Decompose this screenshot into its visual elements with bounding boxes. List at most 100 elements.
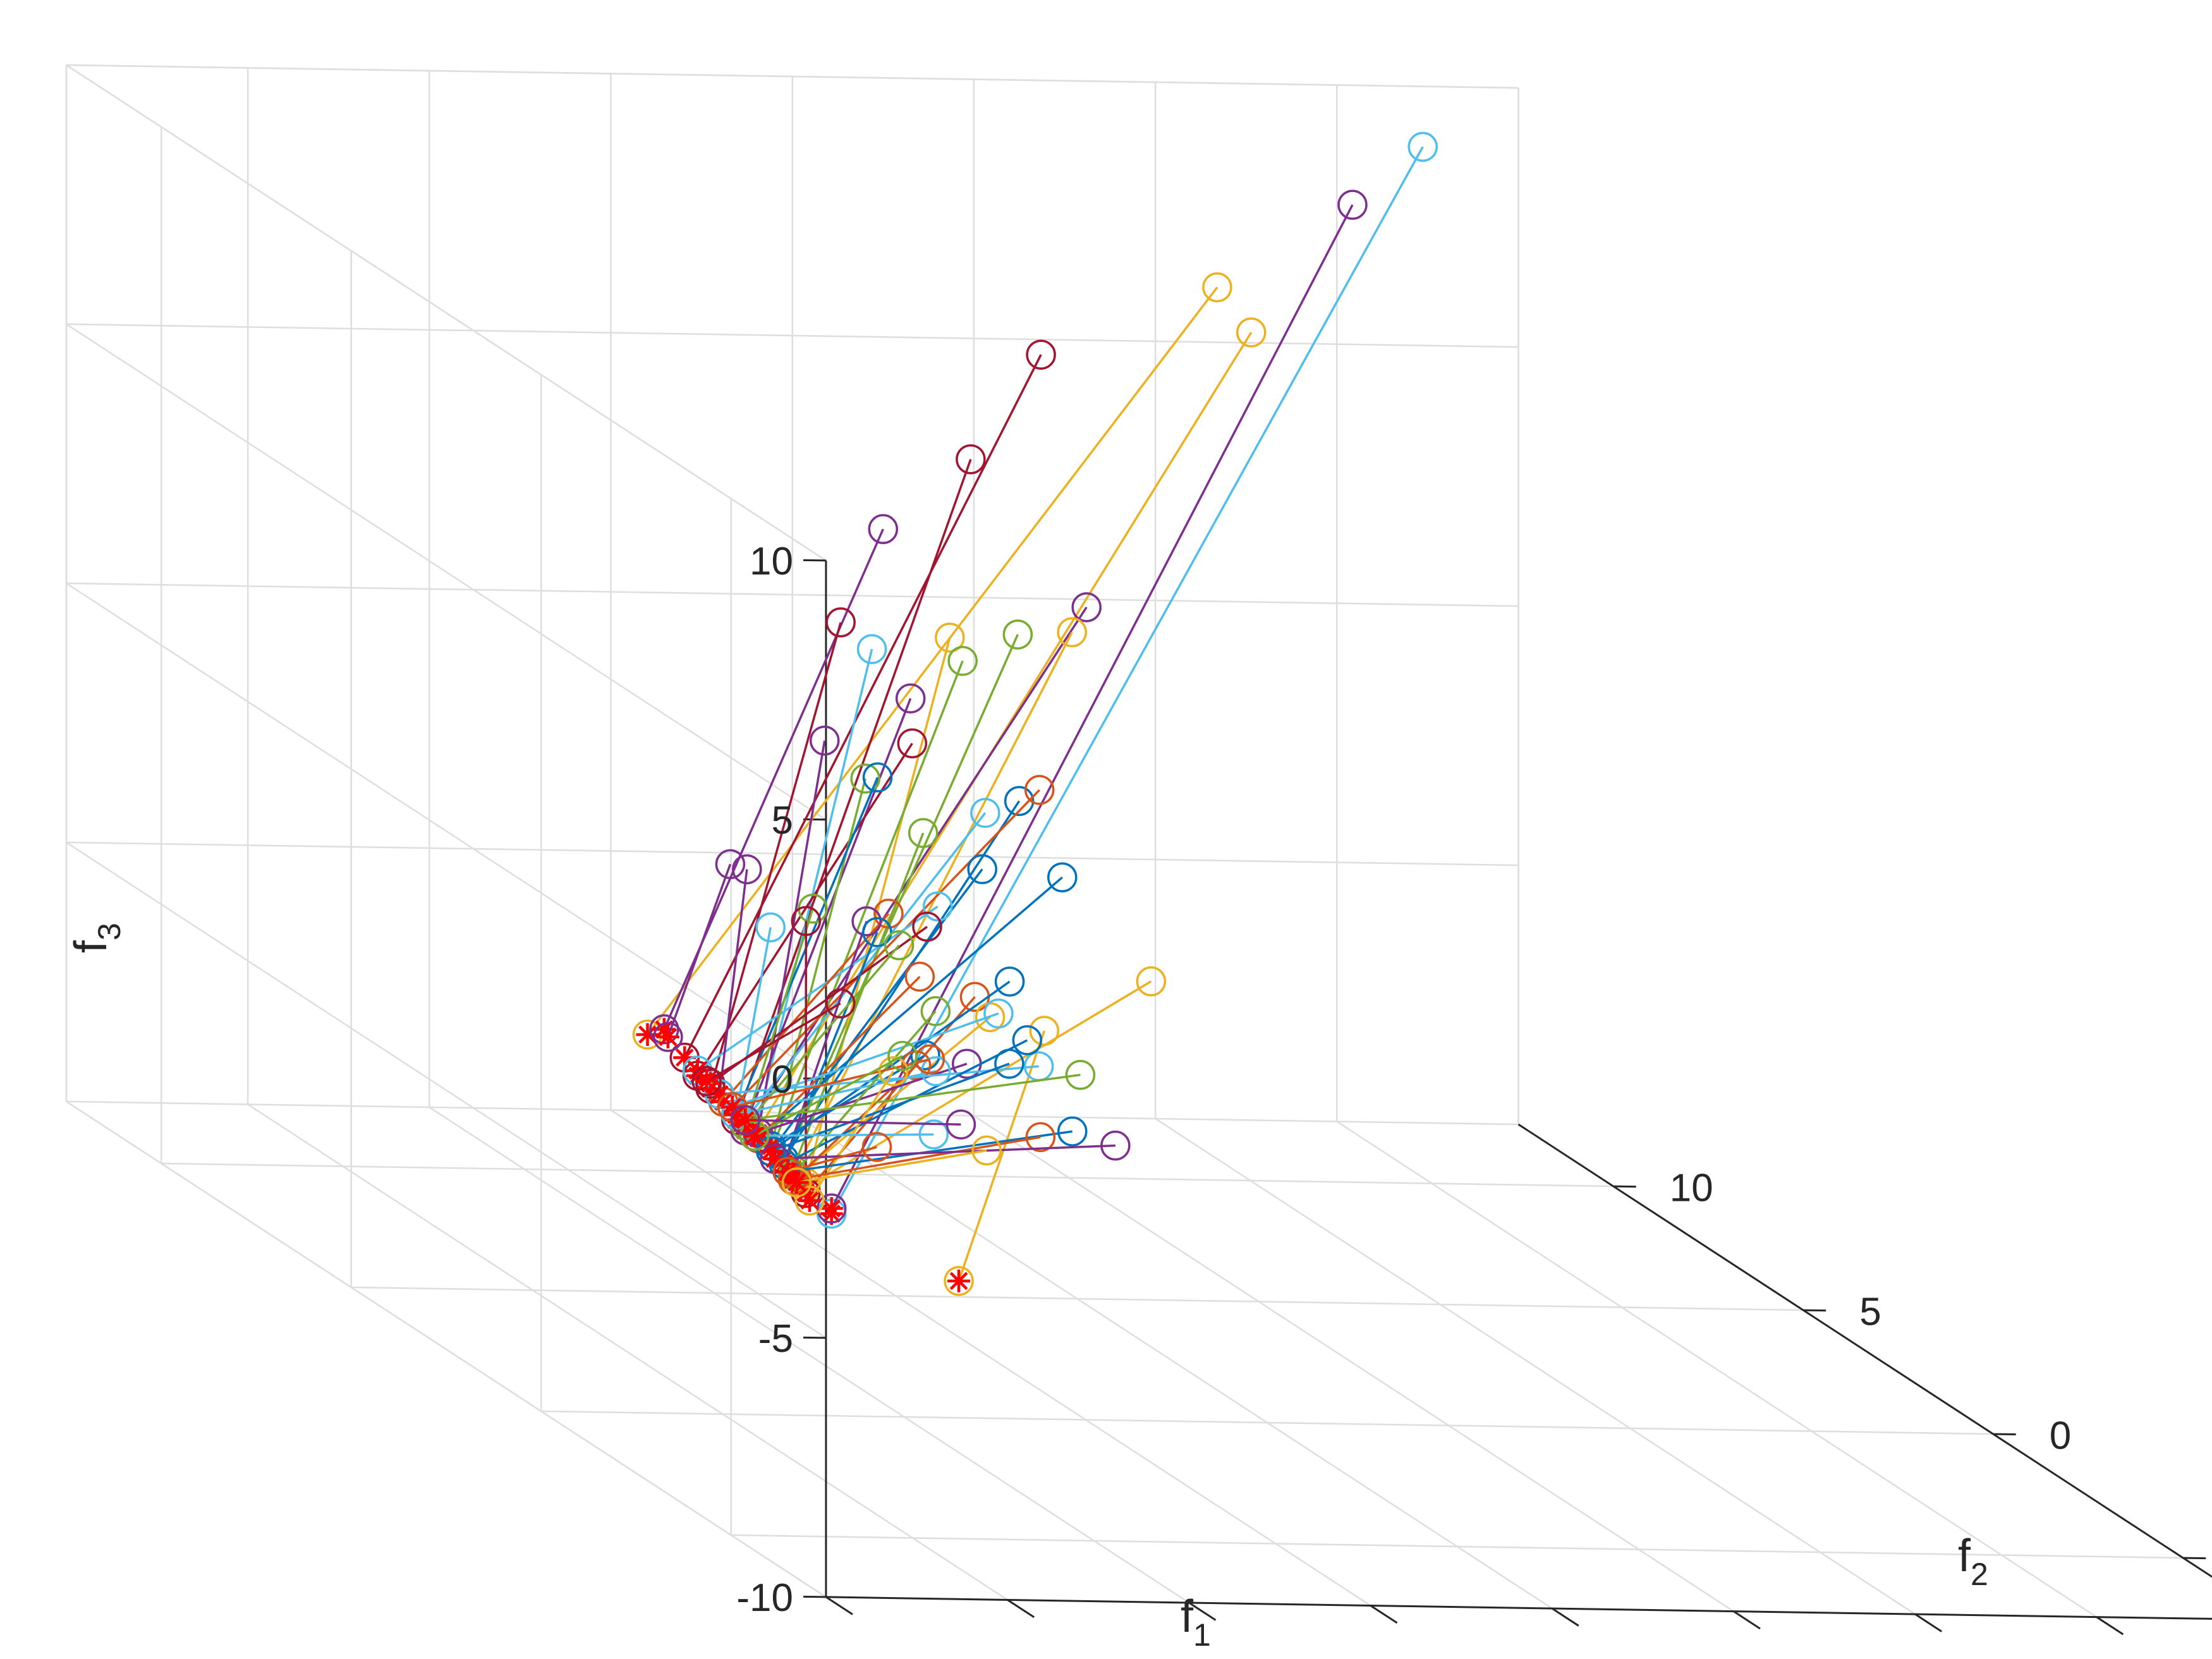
start-marker	[884, 930, 915, 961]
start-marker	[755, 912, 786, 943]
start-marker	[1407, 131, 1438, 162]
start-marker	[1004, 786, 1035, 817]
grid-line	[731, 1534, 2184, 1559]
start-marker	[895, 683, 926, 714]
trajectory-line	[744, 908, 814, 1126]
z-tick-mark	[803, 1595, 826, 1598]
start-marker	[868, 514, 899, 544]
end-circle-marker	[772, 1157, 803, 1187]
start-marker	[862, 762, 893, 793]
grid-line	[973, 1115, 1734, 1612]
grid-line	[428, 1106, 1190, 1604]
grid-line	[66, 64, 1519, 89]
start-marker	[904, 961, 935, 992]
star-stroke	[675, 1048, 694, 1067]
trajectory-line	[787, 1146, 877, 1173]
trajectory-line	[732, 1058, 930, 1109]
trajectory-line	[735, 927, 772, 1115]
end-circle-marker	[944, 1266, 974, 1296]
trajectory-line	[667, 863, 732, 1038]
end-star-marker	[743, 1124, 766, 1148]
y-tick-mark	[1803, 1309, 1826, 1312]
z-tick-label: 0	[771, 1058, 793, 1102]
start-marker	[897, 728, 928, 758]
start-marker	[994, 966, 1025, 997]
trajectory-line	[744, 1074, 1081, 1121]
y-tick-mark	[1993, 1433, 2016, 1436]
start-marker	[1029, 1016, 1060, 1046]
grid-line	[351, 1286, 1804, 1311]
start-marker	[1012, 1025, 1043, 1055]
end-star-marker	[656, 1025, 679, 1048]
trajectory-line	[706, 1002, 841, 1083]
start-marker	[967, 854, 997, 885]
end-circle-marker	[632, 1019, 663, 1050]
z-tick-mark	[803, 1336, 826, 1339]
grid-line	[1517, 1124, 2212, 1578]
trajectory-line	[770, 778, 866, 1146]
trajectory-line	[792, 1010, 937, 1176]
start-marker	[825, 988, 856, 1019]
z-tick-mark	[803, 818, 826, 821]
end-star-marker	[947, 1269, 971, 1292]
z-tick-label: -5	[758, 1317, 793, 1361]
star-stroke	[745, 1126, 763, 1145]
end-circle-marker	[756, 1136, 786, 1167]
grid-line	[792, 1112, 1553, 1610]
grid-line	[66, 841, 827, 1339]
trajectory-line	[696, 905, 939, 1072]
start-marker	[912, 911, 942, 942]
start-marker	[971, 1135, 1002, 1166]
trajectory-line	[683, 354, 1042, 1059]
start-marker	[791, 906, 822, 937]
trajectory-line	[793, 1136, 1041, 1181]
start-marker	[983, 998, 1014, 1029]
trajectory-line	[718, 869, 748, 1095]
z-tick-label: 10	[750, 540, 793, 583]
trajectory-line	[830, 204, 1354, 1209]
start-marker	[878, 1056, 909, 1086]
grid-line	[1336, 1121, 2098, 1618]
trajectory-line	[744, 944, 900, 1126]
y-tick-mark	[1613, 1185, 1636, 1188]
start-marker	[1057, 1116, 1088, 1146]
grid-line	[247, 1103, 1008, 1601]
x-tick-mark	[825, 1596, 853, 1615]
start-marker	[1002, 619, 1033, 650]
end-circle-marker	[695, 1068, 726, 1099]
start-marker	[1047, 862, 1078, 892]
trajectory-line	[744, 812, 987, 1121]
start-marker	[920, 996, 951, 1026]
start-marker	[908, 818, 939, 848]
grid-line	[161, 1162, 1613, 1188]
start-marker	[856, 634, 887, 664]
trajectory-line	[792, 1016, 991, 1181]
star-stroke	[659, 1028, 678, 1047]
grid-line	[66, 323, 1519, 348]
star-stroke	[710, 1085, 729, 1103]
y-tick-label: 5	[1859, 1290, 1881, 1334]
trajectory-line	[753, 1055, 903, 1137]
star-stroke	[697, 1072, 716, 1090]
start-marker	[910, 1040, 940, 1071]
grid-line	[66, 582, 827, 1079]
trajectory-line	[757, 976, 921, 1139]
trajectory-line	[774, 1144, 1115, 1160]
start-marker	[1071, 592, 1102, 623]
x-tick-mark	[2096, 1616, 2124, 1636]
trajectory-line	[719, 1065, 1039, 1095]
star-stroke	[822, 1199, 841, 1218]
start-marker	[918, 1119, 949, 1150]
start-marker	[825, 607, 856, 638]
end-circle-marker	[730, 1105, 760, 1135]
z-tick-label: 5	[771, 799, 793, 842]
trajectory-line	[770, 1062, 1010, 1153]
start-marker	[956, 444, 986, 475]
trajectory-line	[770, 660, 964, 1152]
y-tick-label: 0	[2050, 1414, 2071, 1457]
start-marker	[861, 1132, 892, 1162]
start-marker	[1236, 317, 1267, 348]
end-star-marker	[734, 1109, 757, 1132]
